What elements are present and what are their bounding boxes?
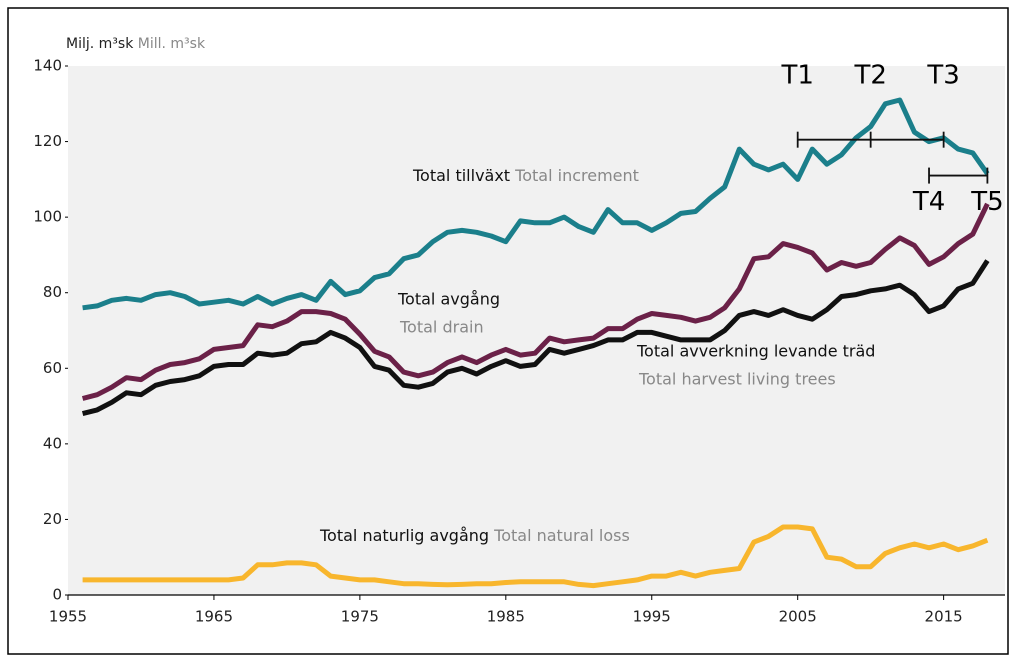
y-label-en: Mill. m³sk — [138, 36, 206, 52]
y-tick-label: 120 — [33, 132, 62, 150]
period-label: T2 — [853, 61, 886, 91]
series-line — [82, 524, 989, 589]
series-name-en: Total natural loss — [493, 526, 630, 545]
x-tick-label: 1955 — [49, 608, 87, 626]
series-label: Total naturlig avgång Total natural loss — [319, 526, 630, 545]
x-tick-label: 1965 — [195, 608, 233, 626]
period-label: T4 — [912, 187, 945, 217]
period-label: T1 — [780, 61, 813, 91]
y-tick-label: 80 — [43, 283, 62, 301]
y-label-sv: Milj. m³sk — [66, 36, 134, 52]
series-name: Total naturlig avgång — [319, 526, 489, 545]
series-name: Total avgång — [397, 290, 500, 309]
y-tick-label: 40 — [43, 434, 62, 452]
y-tick-label: 60 — [43, 359, 62, 377]
series-line — [81, 259, 990, 417]
y-tick-label: 0 — [52, 586, 62, 604]
x-tick-label: 1985 — [487, 608, 525, 626]
series-name: Total avverkning levande träd — [636, 342, 875, 361]
series-name-en: Total harvest living trees — [638, 370, 836, 389]
period-label: T3 — [926, 61, 959, 91]
y-tick-label: 100 — [33, 208, 62, 226]
series-name: Total tillväxt — [412, 166, 510, 185]
x-tick-label: 2015 — [925, 608, 963, 626]
x-tick-label: 2005 — [779, 608, 817, 626]
series-line — [82, 97, 990, 311]
plot-area — [68, 66, 1005, 595]
x-tick-label: 1995 — [633, 608, 671, 626]
series-line — [81, 202, 990, 401]
y-tick-label: 20 — [43, 510, 62, 528]
period-label: T5 — [970, 187, 1003, 217]
series-label: Total tillväxt Total increment — [412, 166, 639, 185]
x-tick-label: 1975 — [341, 608, 379, 626]
y-axis-label: Milj. m³sk Mill. m³sk — [66, 36, 206, 52]
series-name-en: Total drain — [399, 318, 484, 337]
series-name-en: Total increment — [514, 166, 639, 185]
y-tick-label: 140 — [33, 57, 62, 75]
